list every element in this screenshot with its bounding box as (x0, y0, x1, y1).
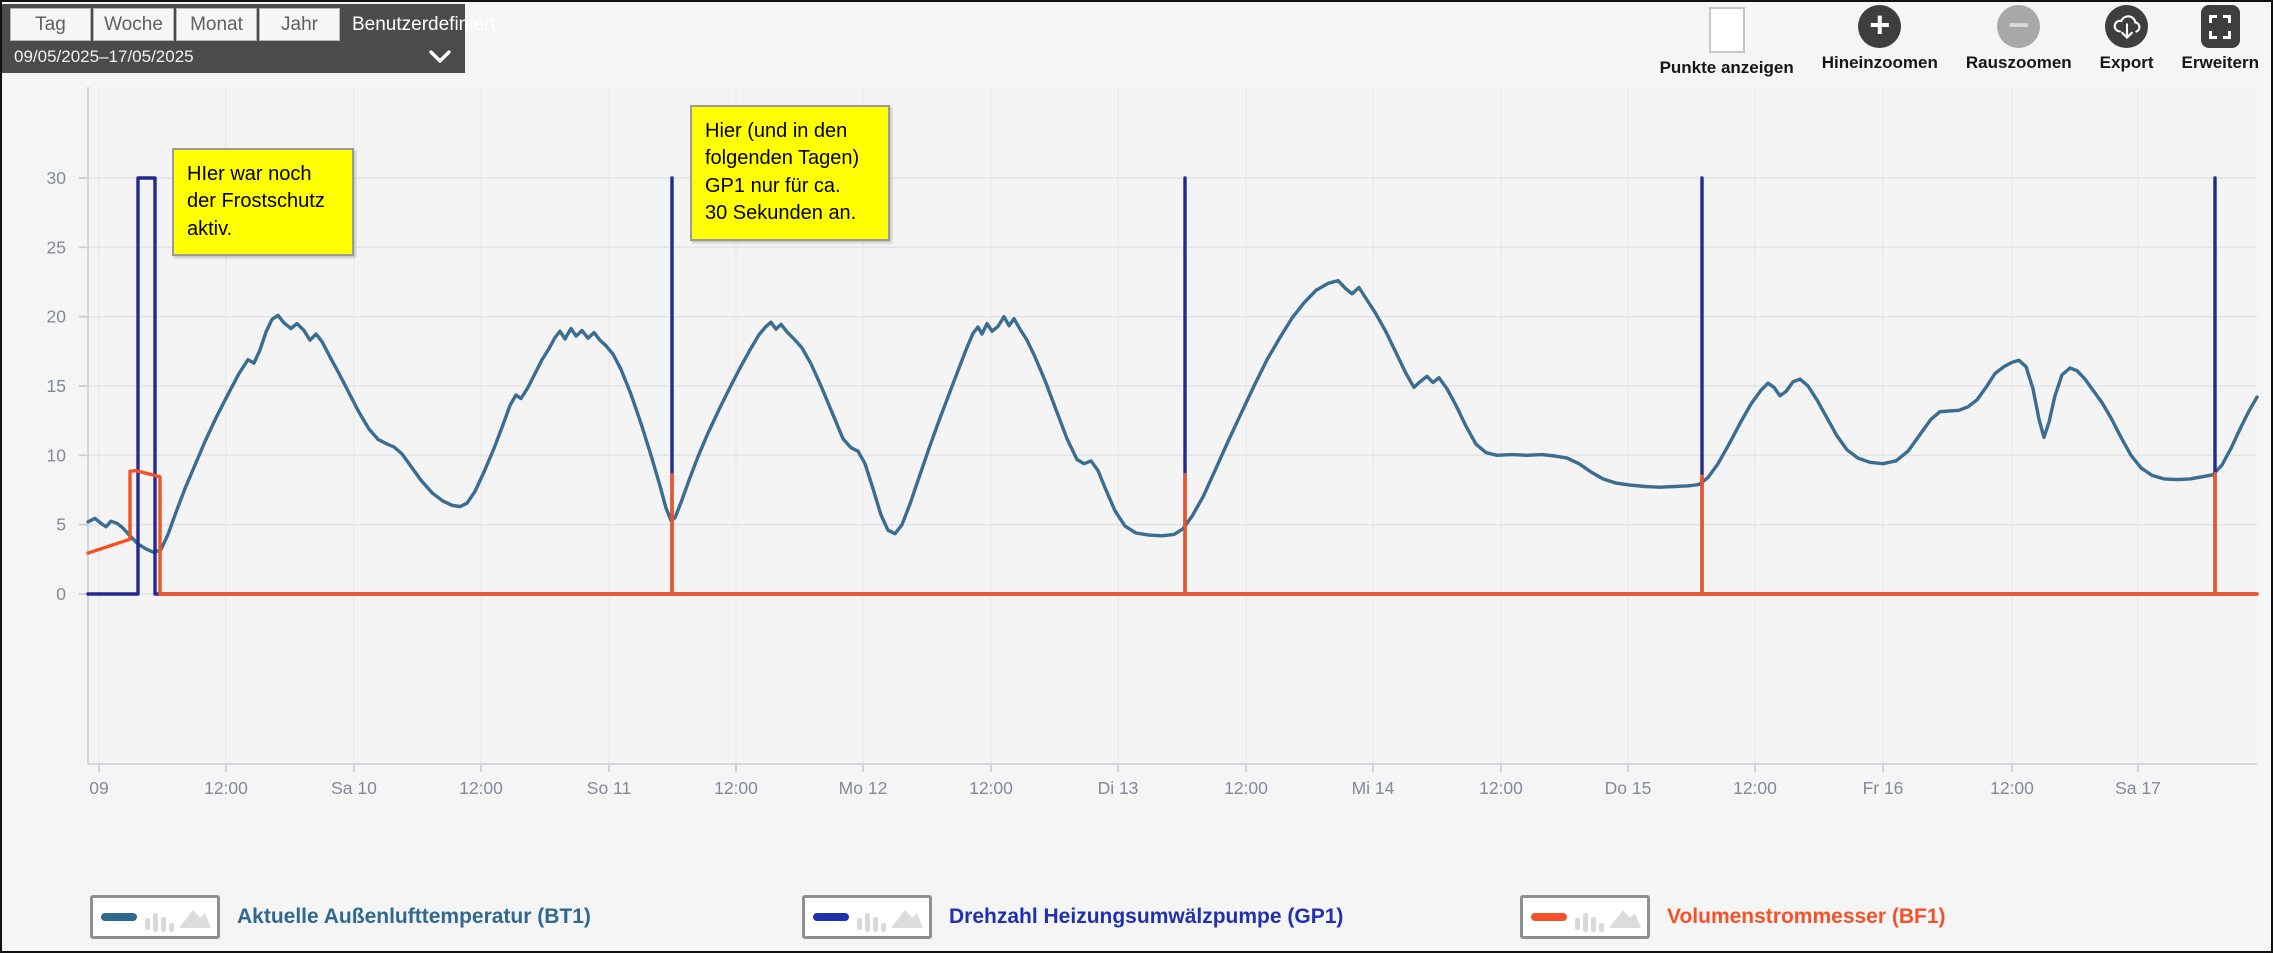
svg-text:Sa 17: Sa 17 (2115, 778, 2161, 798)
export-button[interactable]: Export (2100, 5, 2154, 78)
legend-label-bt1: Aktuelle Außenlufttemperatur (BT1) (237, 905, 591, 928)
period-tabs: Tag Woche Monat Jahr Benutzerdefiniert (10, 8, 502, 41)
period-selector-block: Tag Woche Monat Jahr Benutzerdefiniert 0… (2, 4, 496, 73)
svg-text:12:00: 12:00 (1990, 778, 2034, 798)
legend-label-gp1: Drehzahl Heizungsumwälzpumpe (GP1) (949, 905, 1344, 928)
svg-text:25: 25 (47, 237, 66, 257)
legend-label-bf1: Volumenstrommesser (BF1) (1667, 905, 1946, 928)
svg-text:12:00: 12:00 (1479, 778, 1523, 798)
zoom-in-label: Hineinzoomen (1821, 53, 1938, 72)
legend-series-style-selector[interactable] (802, 895, 932, 939)
svg-text:12:00: 12:00 (204, 778, 248, 798)
chevron-down-icon (429, 50, 451, 63)
svg-text:12:00: 12:00 (459, 778, 503, 798)
chart-toolbar: Punkte anzeigen + Hineinzoomen − Rauszoo… (1660, 5, 2259, 78)
tab-benutzerdefiniert[interactable]: Benutzerdefiniert (352, 13, 496, 35)
line-bar-area-icon (1531, 910, 1641, 932)
svg-text:10: 10 (47, 445, 67, 465)
annotation-frostschutz: HIer war noch der Frostschutz aktiv. (172, 148, 354, 257)
legend-item-bf1[interactable]: Volumenstrommesser (BF1) (1520, 895, 1946, 939)
svg-text:Mo 12: Mo 12 (839, 778, 888, 798)
svg-text:0: 0 (56, 584, 66, 604)
svg-text:15: 15 (47, 376, 66, 396)
legend-item-gp1[interactable]: Drehzahl Heizungsumwälzpumpe (GP1) (802, 895, 1343, 939)
export-label: Export (2099, 53, 2154, 72)
svg-text:Mi 14: Mi 14 (1352, 778, 1395, 798)
expand-label: Erweitern (2181, 53, 2259, 72)
zoom-out-button[interactable]: − Rauszoomen (1966, 5, 2072, 78)
tab-jahr[interactable]: Jahr (259, 8, 340, 41)
line-bar-area-icon (813, 910, 923, 932)
minus-icon: − (2008, 3, 2030, 45)
zoom-in-button[interactable]: + Hineinzoomen (1822, 5, 1938, 78)
svg-text:12:00: 12:00 (969, 778, 1013, 798)
zoom-out-label: Rauszoomen (1965, 53, 2072, 72)
cloud-download-icon (2113, 14, 2141, 39)
tab-tag[interactable]: Tag (10, 8, 91, 41)
date-range-value: 09/05/2025–17/05/2025 (14, 47, 194, 66)
legend-item-bt1[interactable]: Aktuelle Außenlufttemperatur (BT1) (90, 895, 591, 939)
svg-text:30: 30 (47, 168, 67, 188)
show-points-control: Punkte anzeigen (1660, 5, 1794, 78)
tab-monat[interactable]: Monat (176, 8, 257, 41)
date-range-selector[interactable]: 09/05/2025–17/05/2025 (14, 44, 451, 70)
svg-text:12:00: 12:00 (1733, 778, 1777, 798)
annotation-gp1-30s: Hier (und in den folgenden Tagen) GP1 nu… (690, 105, 890, 241)
show-points-label: Punkte anzeigen (1659, 58, 1794, 77)
svg-text:20: 20 (47, 307, 67, 327)
svg-text:12:00: 12:00 (1224, 778, 1268, 798)
svg-text:Fr 16: Fr 16 (1863, 778, 1904, 798)
legend-series-style-selector[interactable] (90, 895, 220, 939)
svg-text:5: 5 (56, 515, 66, 535)
svg-text:09: 09 (89, 778, 108, 798)
svg-text:Di 13: Di 13 (1098, 778, 1139, 798)
show-points-checkbox[interactable] (1708, 7, 1745, 53)
svg-text:So 11: So 11 (587, 778, 631, 798)
svg-text:Do 15: Do 15 (1605, 778, 1652, 798)
expand-icon (2209, 14, 2232, 39)
expand-button[interactable]: Erweitern (2182, 5, 2259, 78)
svg-text:Sa 10: Sa 10 (331, 778, 377, 798)
tab-woche[interactable]: Woche (93, 8, 174, 41)
line-bar-area-icon (101, 910, 211, 932)
plus-icon: + (1869, 4, 1891, 45)
svg-text:12:00: 12:00 (714, 778, 758, 798)
legend-series-style-selector[interactable] (1520, 895, 1650, 939)
